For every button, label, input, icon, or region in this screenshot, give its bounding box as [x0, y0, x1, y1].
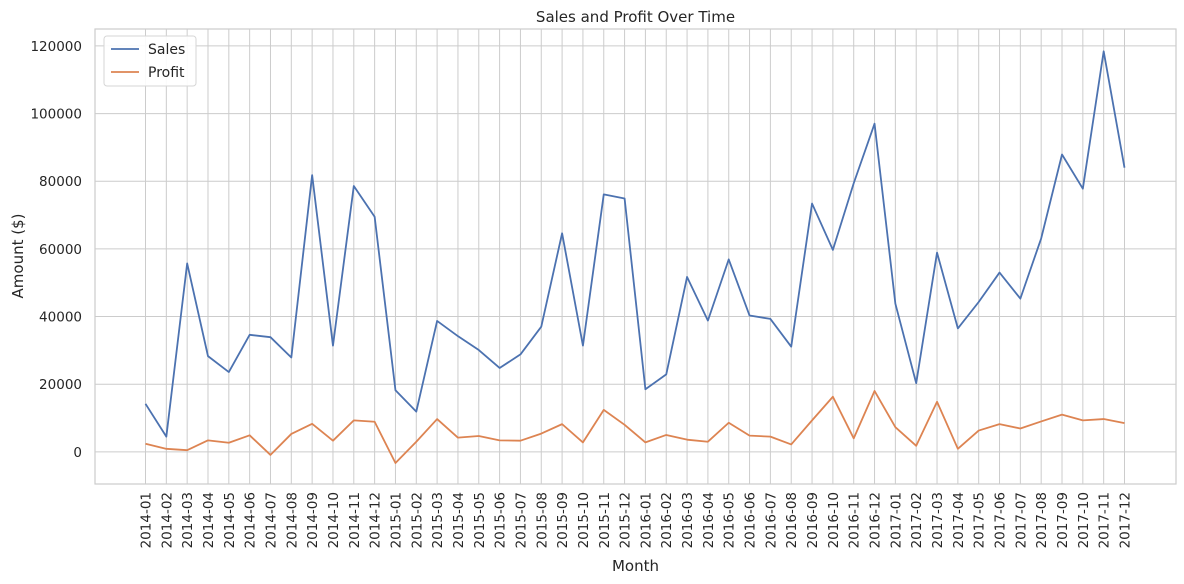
x-tick-label: 2014-01 — [139, 492, 155, 548]
x-tick-label: 2015-02 — [409, 492, 425, 548]
chart-title: Sales and Profit Over Time — [536, 8, 735, 26]
x-tick-label: 2017-07 — [1013, 492, 1029, 548]
series-line-sales — [144, 50, 1126, 438]
x-tick-label: 2017-12 — [1118, 492, 1134, 548]
y-tick-label: 40000 — [39, 310, 82, 326]
x-tick-label: 2014-06 — [243, 492, 259, 548]
x-tick-label: 2015-01 — [388, 492, 404, 548]
x-tick-label: 2015-04 — [451, 492, 467, 548]
legend-label-sales: Sales — [148, 42, 185, 58]
x-tick-label: 2014-11 — [347, 492, 363, 548]
y-tick-label: 0 — [73, 445, 82, 461]
x-tick-label: 2016-07 — [763, 492, 779, 548]
x-tick-label: 2014-09 — [305, 492, 321, 548]
x-tick-label: 2014-02 — [159, 492, 175, 548]
series-lines — [144, 50, 1126, 464]
x-tick-label: 2017-04 — [951, 492, 967, 548]
x-tick-label: 2015-08 — [534, 492, 550, 548]
x-tick-label: 2016-09 — [805, 492, 821, 548]
x-tick-label: 2017-05 — [972, 492, 988, 548]
y-axis-label: Amount ($) — [9, 214, 27, 299]
plot-background — [95, 29, 1176, 484]
y-tick-label: 120000 — [30, 39, 82, 55]
x-tick-label: 2016-05 — [722, 492, 738, 548]
y-tick-label: 80000 — [39, 174, 82, 190]
x-tick-label: 2017-08 — [1034, 492, 1050, 548]
x-tick-label: 2015-03 — [430, 492, 446, 548]
grid — [95, 29, 1176, 484]
plot-frame — [94, 28, 1177, 485]
x-tick-label: 2017-11 — [1097, 492, 1113, 548]
x-tick-label: 2014-08 — [284, 492, 300, 548]
y-tick-label: 20000 — [39, 377, 82, 393]
x-axis-label: Month — [612, 557, 659, 575]
x-tick-label: 2017-10 — [1076, 492, 1092, 548]
x-tick-label: 2016-04 — [701, 492, 717, 548]
y-tick-label: 100000 — [30, 107, 82, 123]
x-tick-label: 2015-11 — [597, 492, 613, 548]
series-line-profit — [145, 390, 1125, 464]
x-tick-label: 2014-12 — [368, 492, 384, 548]
x-tick-label: 2017-01 — [888, 492, 904, 548]
x-tick-label: 2016-12 — [868, 492, 884, 548]
x-tick-label: 2014-05 — [222, 492, 238, 548]
x-tick-label: 2014-03 — [180, 492, 196, 548]
x-tick-label: 2016-08 — [784, 492, 800, 548]
legend-label-profit: Profit — [148, 65, 185, 81]
x-tick-label: 2017-02 — [909, 492, 925, 548]
x-tick-label: 2016-10 — [826, 492, 842, 548]
x-tick-label: 2015-12 — [618, 492, 634, 548]
x-tick-label: 2016-06 — [743, 492, 759, 548]
x-tick-label: 2016-03 — [680, 492, 696, 548]
x-tick-label: 2015-05 — [472, 492, 488, 548]
x-tick-label: 2016-01 — [638, 492, 654, 548]
y-tick-labels: 0 20000 40000 60000 80000 100000 120000 — [30, 39, 82, 461]
x-tick-label: 2017-06 — [993, 492, 1009, 548]
x-tick-labels: 2014-01 2014-02 2014-03 2014-04 2014-05 2014-… — [139, 492, 1134, 548]
y-tick-label: 60000 — [39, 242, 82, 258]
x-tick-label: 2016-02 — [659, 492, 675, 548]
x-tick-label: 2017-09 — [1055, 492, 1071, 548]
x-tick-label: 2014-10 — [326, 492, 342, 548]
x-tick-label: 2014-04 — [201, 492, 217, 548]
x-tick-label: 2015-06 — [493, 492, 509, 548]
x-tick-label: 2015-10 — [576, 492, 592, 548]
legend: Sales Profit — [103, 35, 197, 87]
x-tick-label: 2017-03 — [930, 492, 946, 548]
x-tick-label: 2014-07 — [263, 492, 279, 548]
x-tick-label: 2015-07 — [513, 492, 529, 548]
x-tick-label: 2016-11 — [847, 492, 863, 548]
x-tick-label: 2015-09 — [555, 492, 571, 548]
